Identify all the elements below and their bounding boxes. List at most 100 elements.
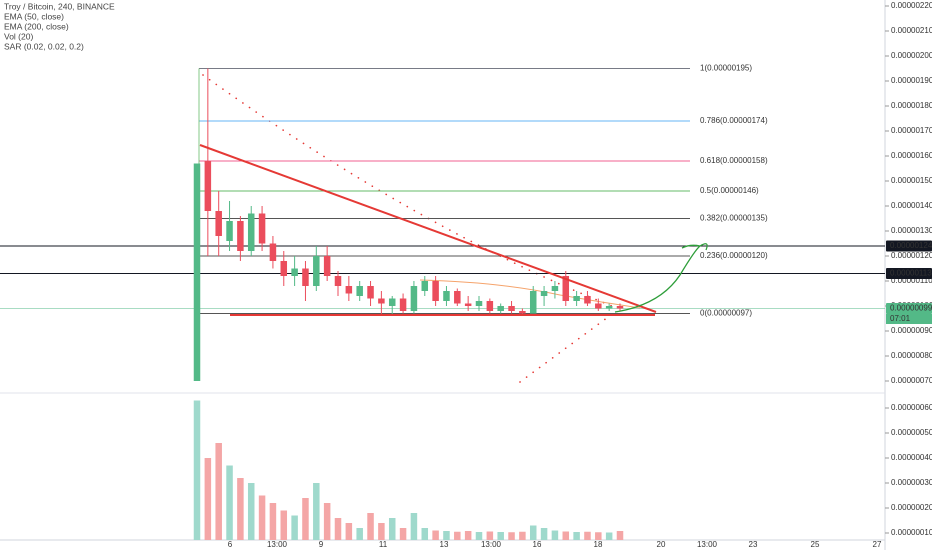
x-tick-label: 13:00 (697, 540, 718, 549)
fib-label: 0(0.00000097) (700, 309, 752, 318)
y-tick-label: 0.00000190 (891, 76, 932, 85)
legend-entry: EMA (50, close) (4, 11, 64, 21)
volume-bar (605, 532, 613, 540)
volume-bar (595, 532, 602, 540)
countdown-label: 07:01 (890, 314, 911, 323)
volume-bar (454, 531, 461, 540)
candle-body (367, 286, 374, 299)
volume-bar (204, 458, 212, 540)
y-tick-label: 0.00000150 (891, 176, 932, 185)
fib-label: 0.236(0.00000120) (700, 251, 768, 260)
y-tick-label: 0.00000200 (891, 51, 932, 60)
legend-entry: Vol (20) (4, 31, 33, 41)
volume-bar (486, 531, 494, 540)
price-tag-label: 0.00000113 (890, 269, 932, 278)
volume-bar (616, 531, 624, 540)
volume-bar (237, 478, 244, 540)
volume-bar (443, 531, 450, 540)
candle-body (193, 163, 201, 381)
candle-body (280, 261, 288, 276)
legend-entry: Troy / Bitcoin, 240, BINANCE (4, 1, 115, 11)
candle-body (399, 298, 407, 311)
fib-label: 0.786(0.00000174) (700, 116, 768, 125)
candle-body (388, 298, 396, 306)
candle-body (410, 286, 418, 311)
candle-body (247, 213, 255, 251)
candle-body (313, 256, 320, 286)
volume-bar (356, 528, 363, 540)
volume-bar (323, 503, 331, 540)
candle-body (529, 291, 537, 314)
y-tick-label: 0.00000220 (891, 1, 932, 10)
x-tick-label: 13:00 (267, 540, 288, 549)
volume-bar (562, 531, 570, 540)
candle-body (519, 311, 526, 314)
candle-body (562, 276, 570, 301)
volume-bar (584, 531, 591, 540)
x-tick-label: 16 (533, 540, 542, 549)
x-tick-label: 6 (228, 540, 233, 549)
volume-bar (464, 531, 472, 540)
candle-body (508, 306, 515, 311)
volume-bar (226, 465, 233, 540)
volume-bar (529, 525, 537, 540)
candle-body (443, 291, 450, 301)
candle-body (616, 306, 624, 309)
candle-body (540, 291, 548, 296)
volume-bar (302, 498, 309, 540)
volume-bar (247, 483, 255, 540)
price-tag-label: 0.00000124 (890, 241, 932, 250)
vol-tick-label: 0.00000040 (891, 453, 932, 462)
candle-body (551, 286, 559, 291)
candle-body (356, 286, 363, 296)
y-tick-label: 0.00000070 (891, 376, 932, 385)
volume-bar (269, 503, 277, 540)
candle-body (237, 221, 244, 251)
fib-label: 1(0.00000195) (700, 64, 752, 73)
price-tag (886, 268, 932, 279)
volume-bar (291, 515, 298, 540)
sar-dots (202, 74, 613, 307)
candle-body (595, 303, 602, 309)
fib-label: 0.5(0.00000146) (700, 186, 759, 195)
candle-body (258, 213, 266, 244)
volume-bar (399, 528, 407, 540)
fib-label: 0.382(0.00000135) (700, 214, 768, 223)
volume-bar (215, 443, 222, 540)
candle-body (378, 298, 385, 304)
volume-bar (334, 518, 342, 540)
volume-bar (258, 495, 266, 540)
volume-bar (313, 483, 320, 540)
volume-bar (345, 523, 353, 540)
volume-bar (421, 528, 429, 540)
y-tick-label: 0.00000120 (891, 251, 932, 260)
trend-line (199, 144, 657, 313)
candle-body (486, 301, 494, 311)
volume-bar (551, 530, 559, 540)
candle-body (334, 276, 342, 286)
y-tick-label: 0.00000090 (891, 326, 932, 335)
y-tick-label: 0.00000180 (891, 101, 932, 110)
volume-bar (508, 532, 515, 540)
countdown-tag (886, 314, 932, 324)
candle-body (302, 268, 309, 286)
candle-body (226, 221, 233, 241)
y-tick-label: 0.00000210 (891, 26, 932, 35)
candle-body (215, 211, 222, 236)
vol-tick-label: 0.00000030 (891, 478, 932, 487)
x-tick-label: 25 (811, 540, 820, 549)
candle-body (475, 301, 483, 306)
volume-bar (410, 513, 418, 540)
y-tick-label: 0.00000130 (891, 226, 932, 235)
y-tick-label: 0.00000170 (891, 126, 932, 135)
y-tick-label: 0.00000080 (891, 351, 932, 360)
volume-bar (432, 530, 439, 540)
vol-tick-label: 0.00000050 (891, 428, 932, 437)
x-tick-label: 23 (749, 540, 758, 549)
volume-bar (367, 513, 374, 540)
candle-body (269, 243, 277, 261)
x-tick-label: 11 (379, 540, 388, 549)
